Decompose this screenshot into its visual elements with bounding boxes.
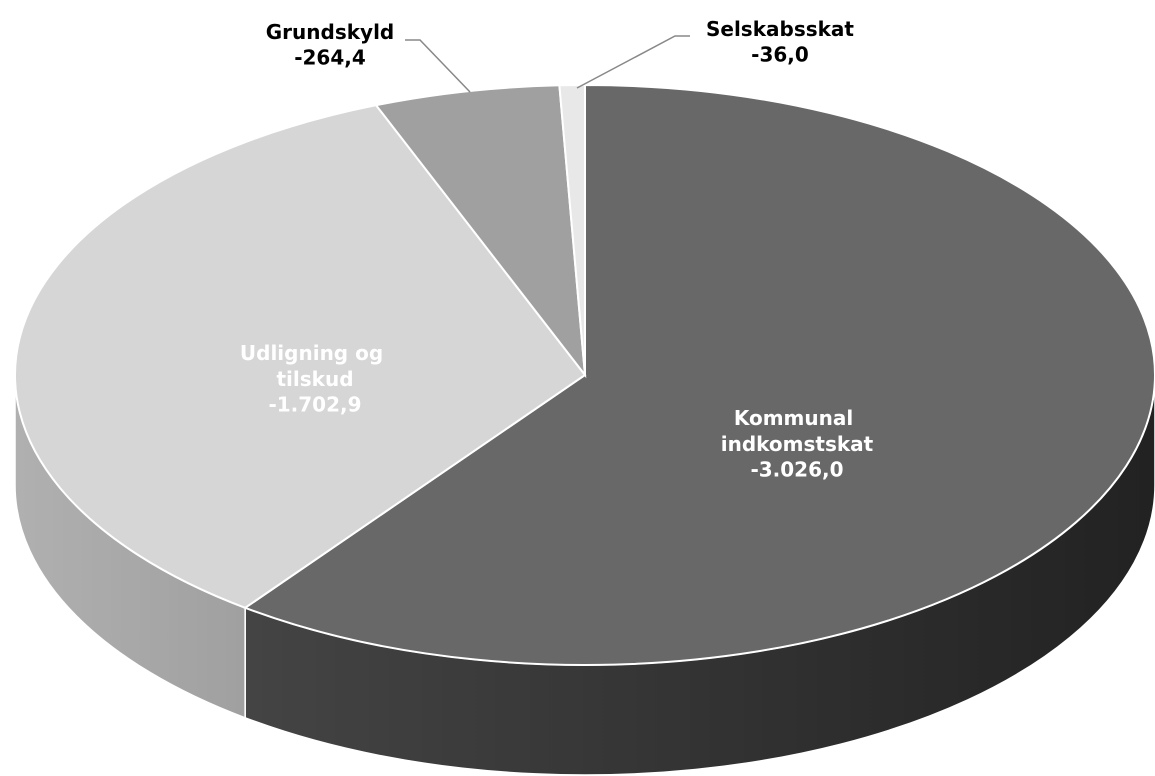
- leader-line: [576, 35, 690, 89]
- leader-line: [405, 39, 471, 93]
- value-label: -264,4: [294, 46, 366, 70]
- pie-slice: [242, 83, 1155, 666]
- slice-label: Selskabsskat: [706, 17, 854, 41]
- value-label: -36,0: [751, 43, 809, 67]
- slice-label: Kommunal indkomstskat: [721, 406, 874, 456]
- value-label: -1.702,9: [268, 393, 361, 417]
- slice-label: Grundskyld: [266, 20, 395, 44]
- pie-slice: [558, 83, 586, 376]
- pie-slice: [374, 84, 587, 379]
- slice-label: Udligning og tilskud: [240, 341, 390, 391]
- value-label: -3.026,0: [750, 458, 843, 482]
- pie-slice: [14, 104, 587, 609]
- labels: Kommunal indkomstskat-3.026,0 Udligning o…: [240, 17, 874, 482]
- pie-tops: [14, 83, 1155, 666]
